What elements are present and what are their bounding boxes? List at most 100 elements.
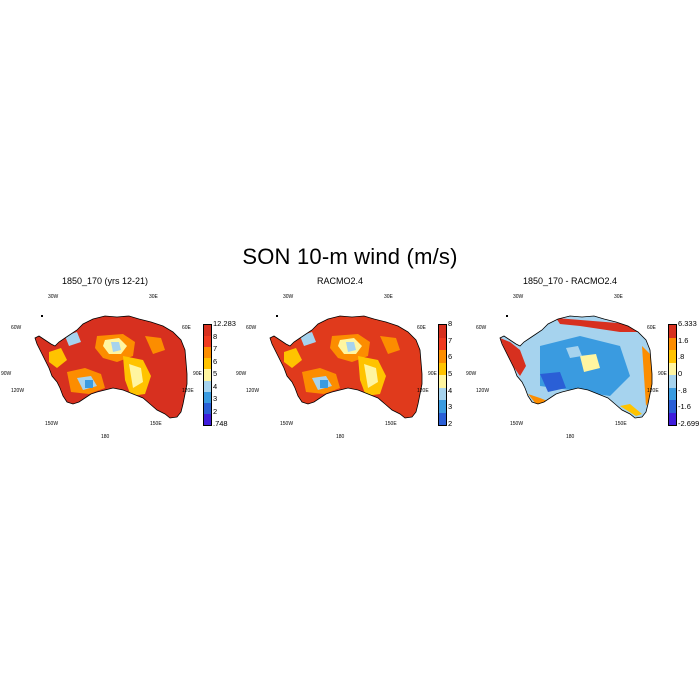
colorbar-tick-label: 4: [213, 381, 218, 391]
colorbar-swatch: [204, 402, 211, 414]
lon-label-120w: 120W: [246, 388, 260, 394]
colorbar-tick-label: 8: [213, 331, 218, 341]
coastline: [269, 315, 423, 419]
colorbar-tick-label: 1.6: [678, 335, 689, 345]
lon-label-150e: 150E: [615, 421, 627, 427]
colorbar-tick-label: 8: [448, 319, 453, 328]
colorbar-swatch: [204, 358, 211, 370]
lon-label-120w: 120W: [11, 388, 25, 394]
lon-label-30w: 30W: [283, 294, 294, 300]
lon-label-60w: 60W: [476, 325, 487, 331]
colorbar-swatch: [669, 375, 676, 388]
lon-label-30e: 30E: [149, 294, 158, 300]
wind-region: [620, 404, 642, 416]
panel-racmo: RACMO2.4 30W 30E 60W 60E 90W 90E 120W 12…: [236, 276, 473, 456]
colorbar-swatch: [439, 400, 446, 413]
wind-region: [49, 348, 67, 368]
wind-region: [346, 342, 356, 352]
colorbar-strip: [668, 324, 677, 426]
wind-region: [580, 354, 600, 372]
lon-label-180: 180: [336, 434, 345, 440]
map-model: [34, 315, 188, 419]
pole-marker: [276, 315, 278, 317]
colorbar-tick-label: 0: [678, 369, 683, 378]
colorbar-swatch: [669, 387, 676, 400]
lon-label-120e: 120E: [417, 388, 429, 394]
wind-region: [85, 380, 93, 388]
colorbar-tick-label: 6: [213, 356, 218, 366]
panel-title: 1850_170 (yrs 12-21): [61, 276, 149, 286]
colorbar-tick-label: 5: [448, 369, 453, 378]
map-racmo: [269, 315, 423, 419]
panel-diff: 1850_170 - RACMO2.4 30W 30E 60W 60E 90W …: [466, 276, 700, 456]
main-title: SON 10-m wind (m/s): [242, 244, 458, 269]
lon-label-30e: 30E: [614, 294, 623, 300]
colorbar-swatch: [439, 362, 446, 375]
wind-region: [129, 364, 143, 388]
colorbar-swatch: [669, 325, 676, 338]
lon-label-90w: 90W: [1, 371, 12, 377]
wind-region: [111, 342, 121, 352]
wind-field: [500, 316, 652, 418]
colorbar-strip: [438, 324, 447, 426]
lon-label-60e: 60E: [417, 325, 426, 331]
colorbar-tick-label: -1.6: [678, 402, 691, 412]
colorbar-swatch: [204, 413, 211, 425]
colorbar-tick-label: 4: [448, 385, 453, 395]
colorbar-swatch: [204, 325, 211, 337]
lon-label-30w: 30W: [48, 294, 59, 300]
colorbar-swatch: [669, 400, 676, 413]
colorbar-tick-label: 3: [213, 394, 218, 403]
lon-label-180: 180: [101, 434, 110, 440]
wind-region: [284, 348, 302, 368]
colorbar-swatch: [204, 336, 211, 348]
lon-label-30w: 30W: [513, 294, 524, 300]
panel-title: 1850_170 - RACMO2.4: [522, 276, 618, 286]
lon-label-150w: 150W: [45, 421, 59, 427]
colorbar-tick-label: 6.333: [678, 319, 697, 328]
lon-label-60w: 60W: [11, 325, 22, 331]
lon-label-30e: 30E: [384, 294, 393, 300]
wind-region: [145, 336, 165, 354]
colorbar-swatch: [669, 350, 676, 363]
colorbar-swatch: [669, 362, 676, 375]
colorbar-strip: [203, 324, 212, 426]
lon-label-120w: 120W: [476, 388, 490, 394]
coastline: [499, 315, 653, 419]
wind-region: [500, 338, 526, 376]
colorbar-swatch: [204, 347, 211, 359]
panel-title: RACMO2.4: [316, 276, 363, 286]
lon-label-150e: 150E: [150, 421, 162, 427]
lon-label-120e: 120E: [647, 388, 659, 394]
colorbar-tick-label: 6: [448, 352, 453, 362]
lon-label-150e: 150E: [385, 421, 397, 427]
pole-marker: [41, 315, 43, 317]
colorbar-tick-label: 7: [213, 344, 218, 353]
coastline: [34, 315, 188, 419]
wind-region: [566, 346, 582, 358]
wind-region: [364, 364, 378, 388]
wind-region: [540, 372, 566, 392]
wind-region: [380, 336, 400, 354]
colorbar-tick-label: 12.283: [213, 319, 236, 328]
lon-label-90e: 90E: [193, 371, 202, 377]
lon-label-90e: 90E: [658, 371, 667, 377]
colorbar-swatch: [439, 412, 446, 425]
colorbar-swatch: [204, 391, 211, 403]
colorbar-swatch: [204, 369, 211, 381]
colorbar-swatch: [439, 337, 446, 350]
lon-label-150w: 150W: [280, 421, 294, 427]
colorbar-swatch: [439, 325, 446, 338]
colorbar-tick-label: 7: [448, 335, 453, 345]
panel-model: 1850_170 (yrs 12-21) 30W 30E 60W 60E 90W…: [1, 276, 238, 456]
lon-label-90w: 90W: [236, 371, 247, 377]
colorbar-swatch: [439, 375, 446, 388]
colorbar-swatch: [439, 350, 446, 363]
lon-label-120e: 120E: [182, 388, 194, 394]
colorbar-swatch: [669, 337, 676, 350]
colorbar-tick-label: -.8: [678, 385, 687, 395]
colorbar-tick-label: .8: [678, 352, 685, 362]
lon-label-180: 180: [566, 434, 575, 440]
colorbar-swatch: [204, 380, 211, 392]
colorbar-tick-label: 5: [213, 369, 218, 378]
